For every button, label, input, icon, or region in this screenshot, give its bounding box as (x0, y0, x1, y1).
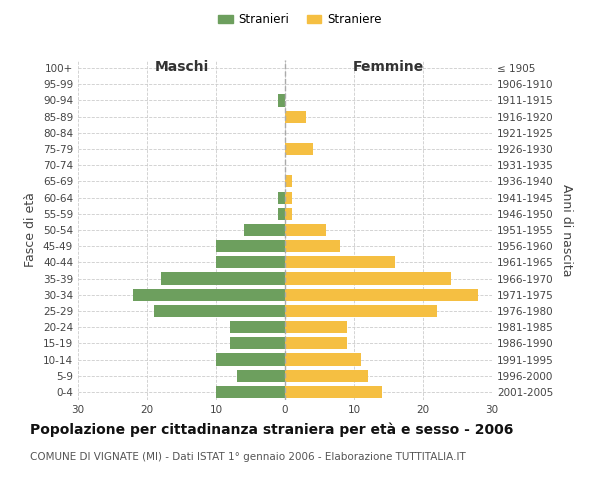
Bar (216, 240, 285, 252)
Bar (230, 321, 285, 333)
Bar (285, 240, 340, 252)
Y-axis label: Fasce di età: Fasce di età (25, 192, 37, 268)
Bar (154, 305, 285, 317)
Bar (285, 256, 395, 268)
Bar (285, 338, 347, 349)
Bar (285, 110, 306, 122)
Text: Maschi: Maschi (154, 60, 209, 74)
Bar (278, 208, 285, 220)
Bar (237, 370, 285, 382)
Bar (285, 176, 292, 188)
Text: COMUNE DI VIGNATE (MI) - Dati ISTAT 1° gennaio 2006 - Elaborazione TUTTITALIA.IT: COMUNE DI VIGNATE (MI) - Dati ISTAT 1° g… (30, 452, 466, 462)
Bar (230, 338, 285, 349)
Bar (161, 272, 285, 284)
Legend: Stranieri, Straniere: Stranieri, Straniere (214, 8, 386, 31)
Bar (285, 305, 437, 317)
Bar (285, 192, 292, 203)
Bar (285, 288, 478, 301)
Bar (216, 386, 285, 398)
Y-axis label: Anni di nascita: Anni di nascita (560, 184, 573, 276)
Bar (216, 256, 285, 268)
Bar (285, 386, 382, 398)
Bar (285, 208, 292, 220)
Text: Femmine: Femmine (353, 60, 424, 74)
Bar (133, 288, 285, 301)
Bar (278, 94, 285, 106)
Bar (285, 143, 313, 155)
Bar (278, 192, 285, 203)
Text: Popolazione per cittadinanza straniera per età e sesso - 2006: Popolazione per cittadinanza straniera p… (30, 422, 514, 437)
Bar (285, 272, 451, 284)
Bar (244, 224, 285, 236)
Bar (285, 354, 361, 366)
Bar (285, 224, 326, 236)
Bar (216, 354, 285, 366)
Bar (285, 321, 347, 333)
Bar (285, 370, 368, 382)
